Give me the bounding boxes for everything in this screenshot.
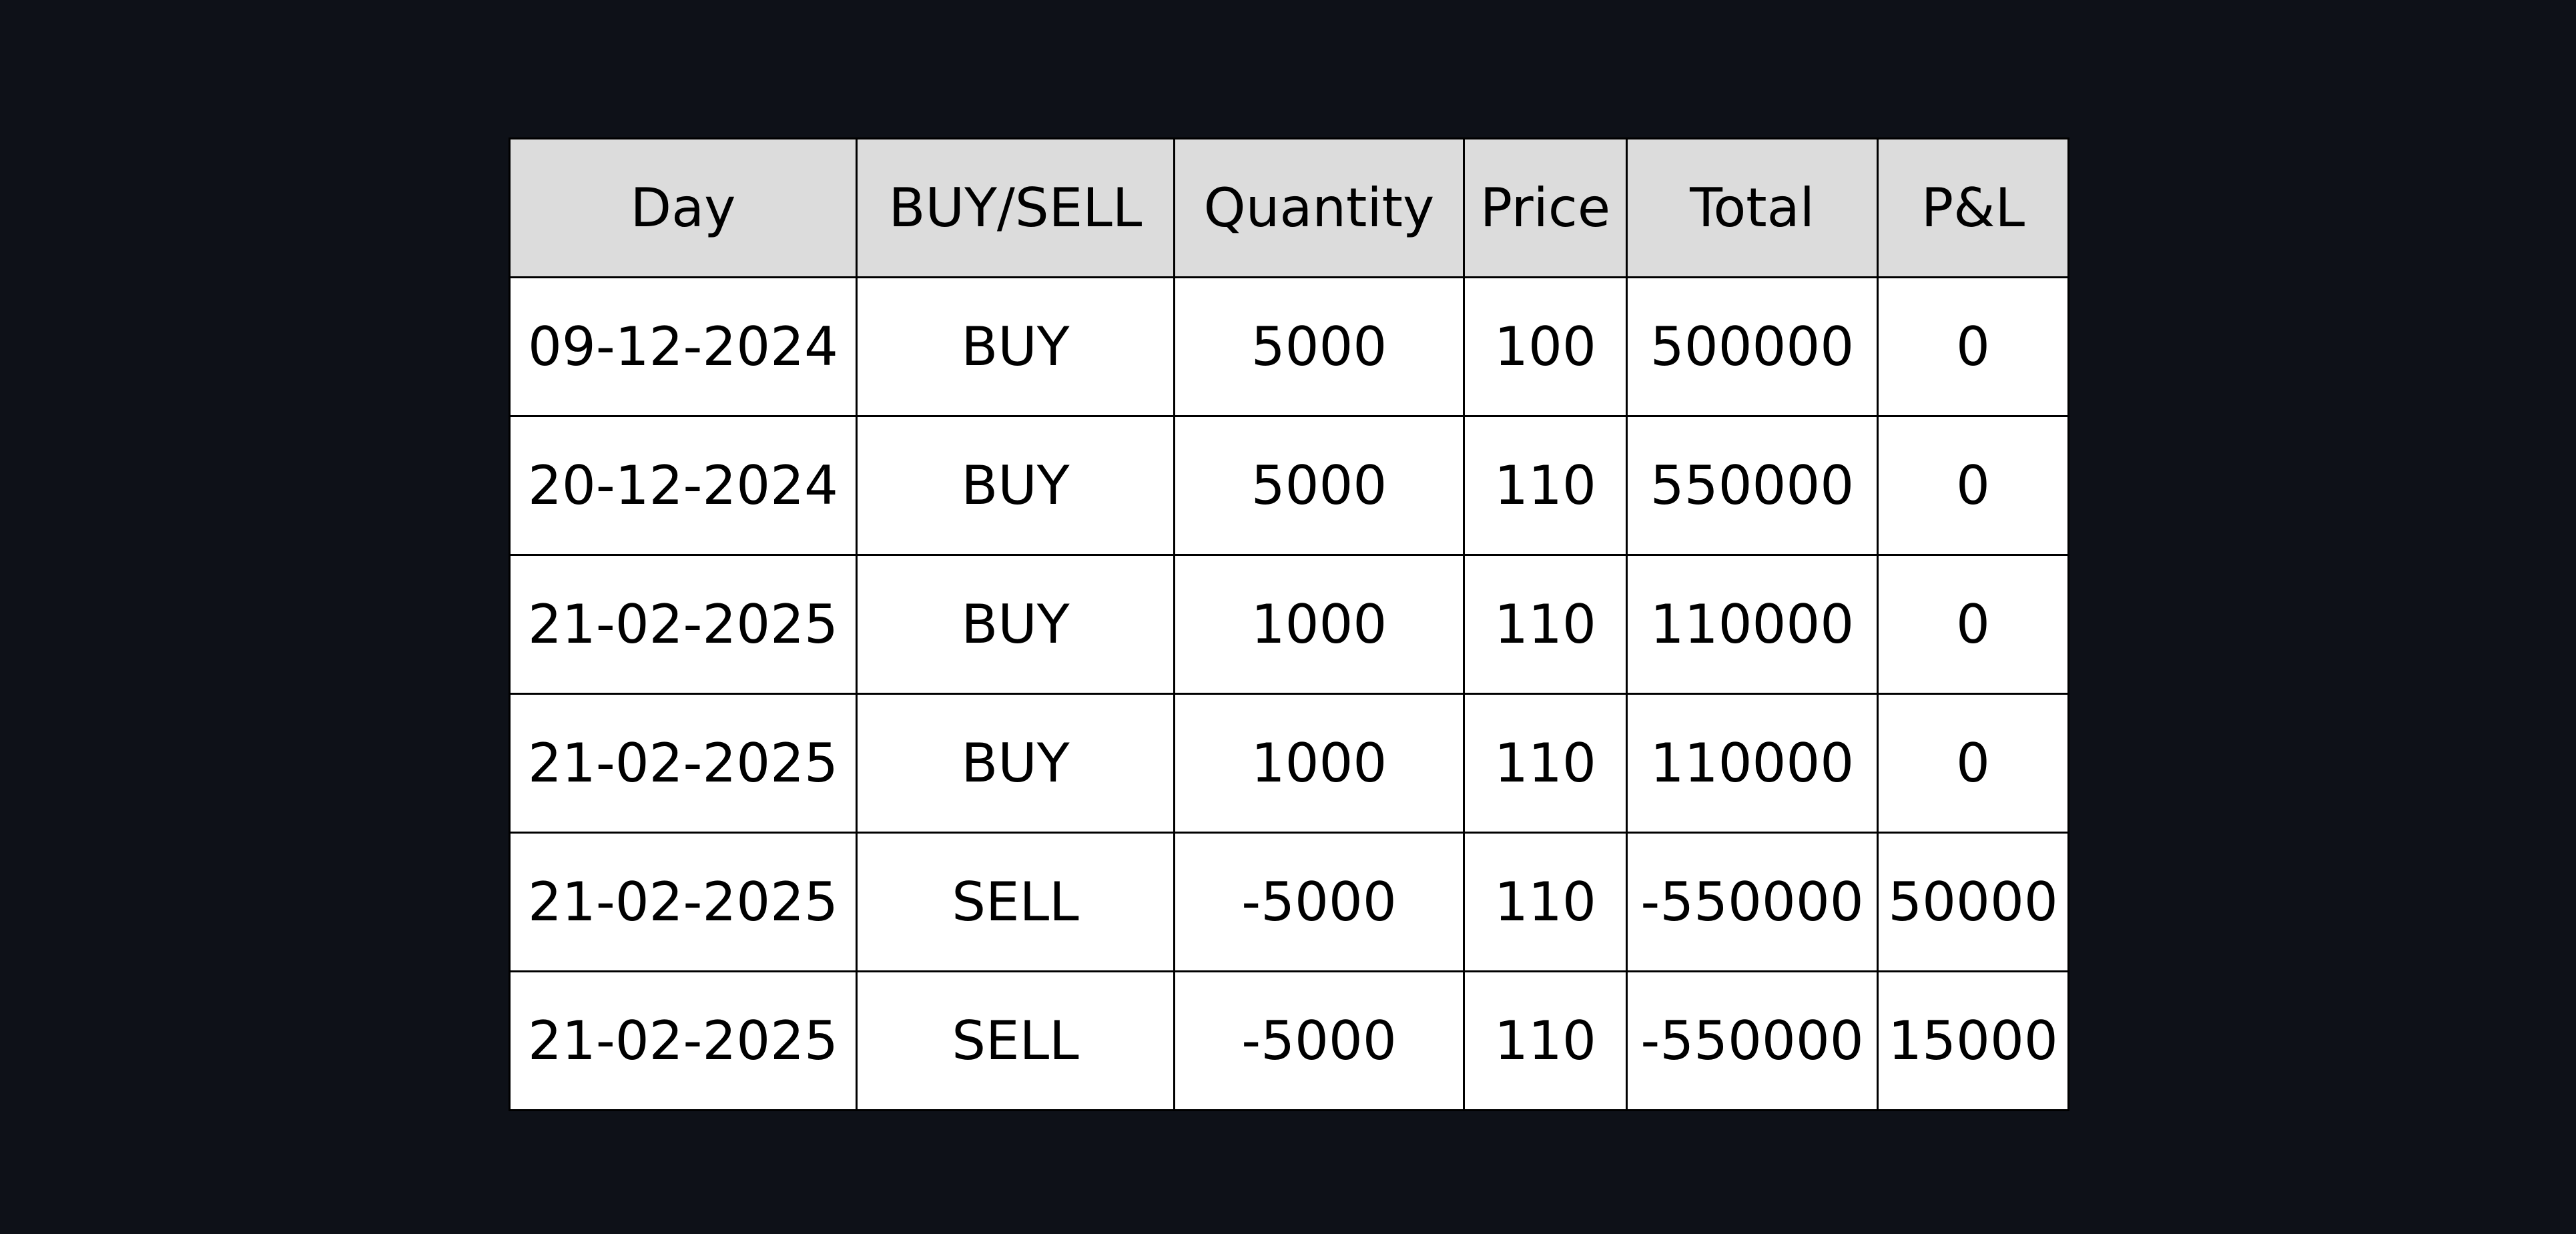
table-row: 21-02-2025 BUY 1000 110 110000 0: [509, 693, 2069, 834]
header-price: Price: [1463, 137, 1628, 278]
cell-quantity: 5000: [1173, 276, 1465, 417]
cell-quantity: -5000: [1173, 832, 1465, 972]
cell-price: 110: [1463, 970, 1628, 1111]
table-row: 09-12-2024 BUY 5000 100 500000 0: [509, 276, 2069, 417]
cell-price: 110: [1463, 415, 1628, 556]
table-row: 21-02-2025 SELL -5000 110 -550000 15000: [509, 970, 2069, 1111]
header-total: Total: [1626, 137, 1879, 278]
cell-quantity: 1000: [1173, 693, 1465, 834]
cell-day: 20-12-2024: [509, 415, 858, 556]
cell-pnl: 0: [1877, 693, 2069, 834]
cell-quantity: -5000: [1173, 970, 1465, 1111]
cell-quantity: 1000: [1173, 554, 1465, 695]
cell-buy-sell: BUY: [856, 415, 1175, 556]
trade-table: Day BUY/SELL Quantity Price Total P&L 09…: [509, 137, 2069, 1111]
cell-buy-sell: BUY: [856, 554, 1175, 695]
cell-total: -550000: [1626, 832, 1879, 972]
table-row: 20-12-2024 BUY 5000 110 550000 0: [509, 415, 2069, 556]
cell-total: 550000: [1626, 415, 1879, 556]
table-row: 21-02-2025 BUY 1000 110 110000 0: [509, 554, 2069, 695]
cell-price: 110: [1463, 554, 1628, 695]
cell-price: 100: [1463, 276, 1628, 417]
header-day: Day: [509, 137, 858, 278]
cell-buy-sell: SELL: [856, 832, 1175, 972]
cell-total: 110000: [1626, 693, 1879, 834]
cell-buy-sell: BUY: [856, 693, 1175, 834]
cell-day: 09-12-2024: [509, 276, 858, 417]
cell-total: -550000: [1626, 970, 1879, 1111]
table-body: 09-12-2024 BUY 5000 100 500000 0 20-12-2…: [509, 276, 2069, 1111]
table-row: 21-02-2025 SELL -5000 110 -550000 50000: [509, 832, 2069, 972]
cell-day: 21-02-2025: [509, 970, 858, 1111]
cell-day: 21-02-2025: [509, 832, 858, 972]
header-row: Day BUY/SELL Quantity Price Total P&L: [509, 137, 2069, 278]
cell-day: 21-02-2025: [509, 693, 858, 834]
cell-pnl: 0: [1877, 554, 2069, 695]
header-buy-sell: BUY/SELL: [856, 137, 1175, 278]
header-quantity: Quantity: [1173, 137, 1465, 278]
cell-total: 500000: [1626, 276, 1879, 417]
cell-pnl: 0: [1877, 276, 2069, 417]
cell-day: 21-02-2025: [509, 554, 858, 695]
cell-pnl: 0: [1877, 415, 2069, 556]
header-pnl: P&L: [1877, 137, 2069, 278]
cell-price: 110: [1463, 693, 1628, 834]
cell-buy-sell: SELL: [856, 970, 1175, 1111]
cell-quantity: 5000: [1173, 415, 1465, 556]
table-header: Day BUY/SELL Quantity Price Total P&L: [509, 137, 2069, 278]
cell-price: 110: [1463, 832, 1628, 972]
cell-total: 110000: [1626, 554, 1879, 695]
cell-buy-sell: BUY: [856, 276, 1175, 417]
cell-pnl: 50000: [1877, 832, 2069, 972]
cell-pnl: 15000: [1877, 970, 2069, 1111]
